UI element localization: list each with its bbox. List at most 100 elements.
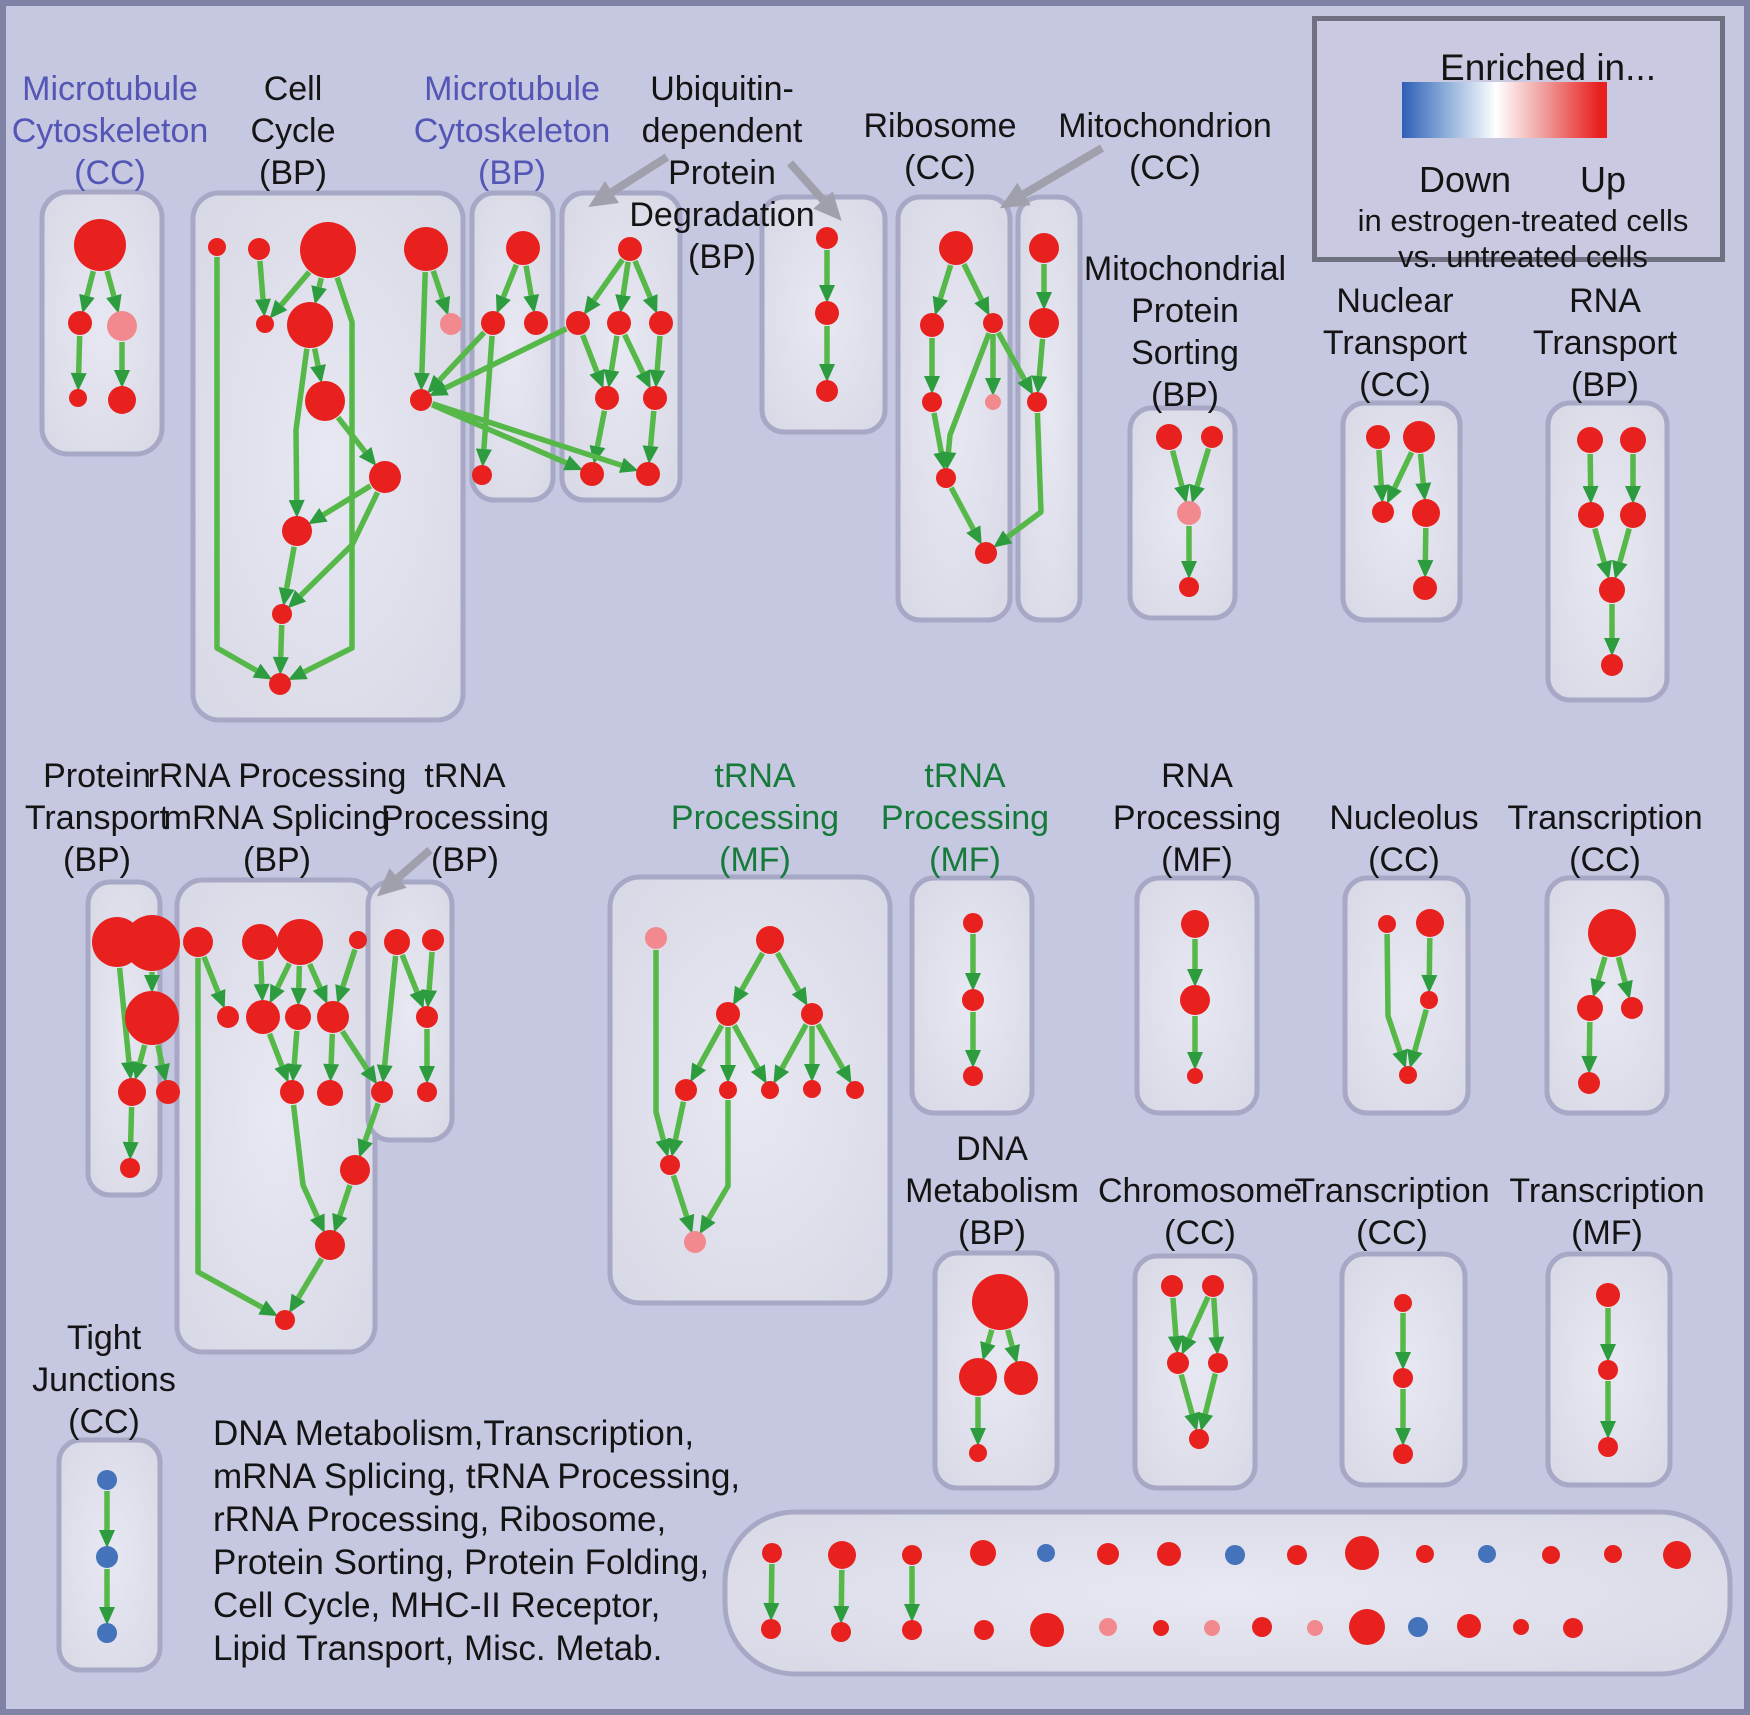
annotation-arrow-1 <box>588 153 670 208</box>
edge-C3-C5 <box>269 270 312 319</box>
edge-G2-G4 <box>690 1024 725 1083</box>
edge-L2-L4 <box>1581 1021 1598 1075</box>
edge-M1-M2 <box>495 263 519 314</box>
node-W3 <box>97 1623 117 1643</box>
node-M4 <box>472 465 492 485</box>
edge-Q3-Q6 <box>269 962 292 1004</box>
node-C13 <box>269 673 291 695</box>
node-U6 <box>643 386 667 410</box>
node-A2 <box>68 311 92 335</box>
node-T5 <box>1599 577 1625 603</box>
edge-G9-G10 <box>670 1174 695 1234</box>
node-Q2 <box>242 924 278 960</box>
edge-C2-C5 <box>255 260 271 318</box>
node-X3 <box>1027 392 1047 412</box>
edge-G2-G6 <box>731 1024 767 1084</box>
node-ST4 <box>970 1540 996 1566</box>
edge-T3-T5 <box>1592 527 1612 580</box>
edge-U1-U2 <box>583 258 625 315</box>
node-C8 <box>410 389 432 411</box>
node-U1 <box>618 237 642 261</box>
edge-C6-C9 <box>310 348 326 384</box>
node-ST13 <box>1542 1546 1560 1564</box>
node-R7 <box>975 542 997 564</box>
node-ST6 <box>1097 1543 1119 1565</box>
legend-subtitle-line2: vs. untreated cells <box>1398 239 1648 274</box>
node-Q12 <box>315 1230 345 1260</box>
legend-up-label: Up <box>1579 159 1627 200</box>
edge-D1-D3 <box>1004 1329 1020 1364</box>
node-V1 <box>816 227 838 249</box>
node-C10 <box>369 461 401 493</box>
node-J2 <box>1180 985 1210 1015</box>
node-P6 <box>120 1158 140 1178</box>
node-A5 <box>108 386 136 414</box>
node-G4 <box>675 1079 697 1101</box>
edge-G3-G6 <box>773 1023 809 1084</box>
edge-R3-R6 <box>940 332 992 471</box>
box-dna-metabolism <box>932 1250 1060 1491</box>
node-U7 <box>580 462 604 486</box>
node-ST7 <box>1157 1542 1181 1566</box>
edge-C10-C11 <box>308 483 372 525</box>
box-summary-strip <box>722 1509 1733 1677</box>
node-T4 <box>1620 502 1646 528</box>
node-U5 <box>595 386 619 410</box>
edge-R3-R5 <box>985 334 1001 396</box>
node-C5 <box>256 315 274 333</box>
node-Q4 <box>349 931 367 949</box>
node-C6 <box>287 302 333 348</box>
node-G3 <box>801 1003 823 1025</box>
node-M2 <box>481 311 505 335</box>
edge-D2-D4 <box>970 1397 986 1446</box>
node-ST9 <box>1287 1545 1307 1565</box>
nodes-layer <box>68 219 1691 1647</box>
node-B1 <box>384 929 410 955</box>
edge-U6-U8 <box>642 410 659 465</box>
box-mt-cc <box>39 189 165 457</box>
edge-G1-G3 <box>775 951 808 1007</box>
node-N3 <box>1372 501 1394 523</box>
box-chromosome <box>1132 1253 1258 1491</box>
edge-V1-V2 <box>819 250 835 303</box>
edge-C9-C10 <box>335 415 377 467</box>
node-G9 <box>660 1155 680 1175</box>
edge-Q3-Q7 <box>290 965 307 1007</box>
edge-C4-C7 <box>430 269 451 316</box>
edge-R1-R3 <box>961 262 990 316</box>
edge-R1-R2 <box>932 264 954 316</box>
node-ST15 <box>1663 1541 1691 1569</box>
edge-T4-T5 <box>1612 527 1632 580</box>
edge-U1-U4 <box>632 259 658 314</box>
edge-C3-C6 <box>311 277 327 305</box>
edge-N1-N3 <box>1373 449 1390 504</box>
edge-E2-E3 <box>1181 1295 1211 1355</box>
node-SB2 <box>831 1622 851 1642</box>
legend-down-label: Down <box>1418 159 1512 200</box>
node-B3 <box>416 1006 438 1028</box>
edge-T2-T4 <box>1625 454 1641 504</box>
node-ST8 <box>1225 1545 1245 1565</box>
edge-J1-J2 <box>1187 939 1203 987</box>
edge-U4-U6 <box>649 335 666 389</box>
node-SB10 <box>1307 1620 1323 1636</box>
edge-K2-K3 <box>1421 937 1438 994</box>
legend-subtitle-line1: in estrogen-treated cells <box>1357 203 1689 238</box>
node-ST12 <box>1478 1545 1496 1563</box>
node-T3 <box>1578 502 1604 528</box>
node-Q11 <box>340 1155 370 1185</box>
node-K2 <box>1416 909 1444 937</box>
edge-Q6-Q9 <box>266 1032 290 1083</box>
node-Q1 <box>183 927 213 957</box>
node-R5 <box>985 394 1001 410</box>
node-G7 <box>803 1080 821 1098</box>
node-H3 <box>963 1066 983 1086</box>
edge-U5-U7 <box>589 410 608 465</box>
box-nucleolus <box>1342 875 1471 1116</box>
node-H2 <box>962 989 984 1011</box>
node-Q10 <box>317 1080 343 1106</box>
node-G2 <box>716 1002 740 1026</box>
edge-G0-G9 <box>653 950 672 1158</box>
node-G0 <box>645 927 667 949</box>
node-T1 <box>1577 427 1603 453</box>
